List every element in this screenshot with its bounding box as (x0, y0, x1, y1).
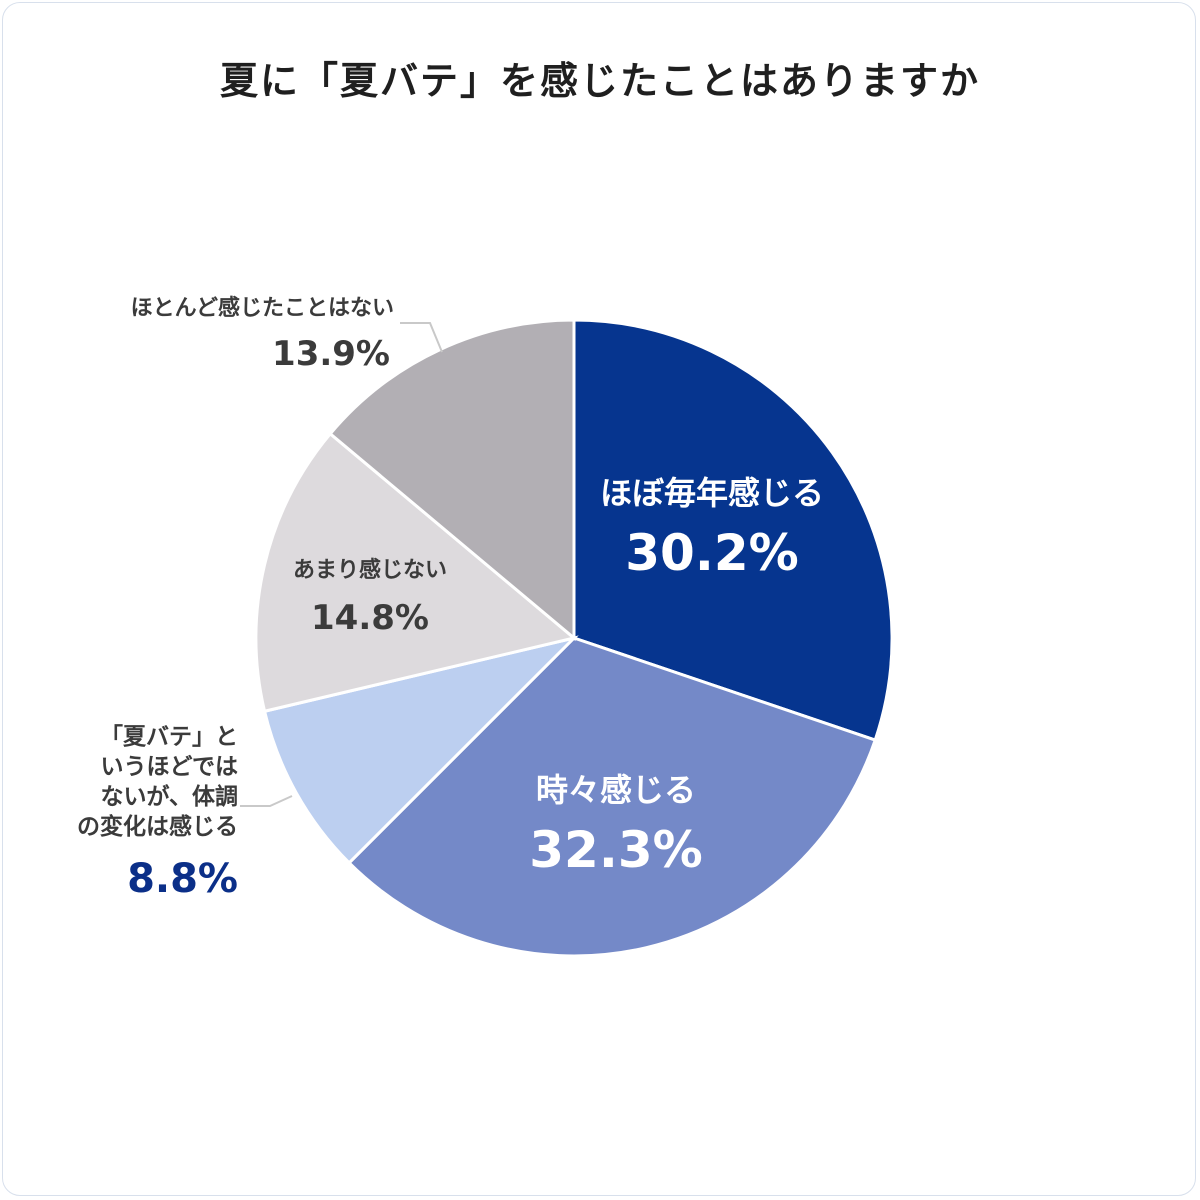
slice-value: 14.8% (311, 598, 429, 638)
slice-almost-never (328, 318, 576, 642)
chart-title: 夏に「夏バテ」を感じたことはありますか (219, 59, 980, 103)
leader-line-slight (240, 795, 293, 807)
slice-every-year (572, 318, 894, 742)
slice-value: 32.3% (529, 821, 703, 879)
slice-label-almost-never: ほとんど感じたことはない 13.9% (131, 290, 394, 374)
slice-name: あまり感じない (292, 558, 448, 583)
slice-value: 30.2% (625, 524, 799, 582)
slice-name-line: ないが、体調 (100, 784, 238, 810)
slice-label-every-year: ほぼ毎年感じる 30.2% (600, 468, 824, 582)
slice-name-line: いうほどでは (100, 754, 238, 780)
slice-name-line: 「夏バテ」と (100, 724, 238, 750)
slice-label-sometimes: 時々感じる 32.3% (529, 765, 702, 879)
slice-name-line: の変化は感じる (77, 814, 238, 840)
leader-line-rarely (400, 322, 443, 353)
slice-sometimes (347, 636, 878, 958)
slice-label-slight-change: 「夏バテ」と いうほどでは ないが、体調 の変化は感じる 8.8% (77, 722, 238, 902)
slice-not-much (254, 431, 578, 714)
slice-name: ほとんど感じたことはない (130, 296, 394, 321)
slice-name: ほぼ毎年感じる (599, 474, 825, 512)
slice-name: 時々感じる (535, 771, 696, 809)
slice-value: 13.9% (272, 334, 390, 374)
slice-label-not-much: あまり感じない 14.8% (293, 552, 447, 638)
slice-value: 8.8% (127, 856, 238, 902)
